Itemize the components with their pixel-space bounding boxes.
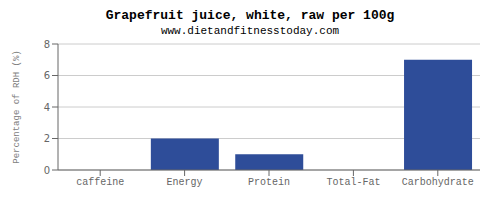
svg-text:Energy: Energy <box>167 177 203 188</box>
svg-text:4: 4 <box>44 102 50 113</box>
svg-text:Percentage of RDH (%): Percentage of RDH (%) <box>12 50 22 163</box>
svg-text:0: 0 <box>44 165 50 176</box>
svg-text:6: 6 <box>44 70 50 81</box>
svg-text:Carbohydrate: Carbohydrate <box>402 177 474 188</box>
html-text:www.dietandfitnesstoday.com: www.dietandfitnesstoday.com <box>160 25 340 37</box>
svg-text:Protein: Protein <box>248 177 290 188</box>
svg-text:caffeine: caffeine <box>76 177 124 188</box>
svg-text:Total-Fat: Total-Fat <box>326 177 380 188</box>
html-text:Grapefruit juice, white, raw p: Grapefruit juice, white, raw per 100g <box>105 8 395 23</box>
svg-text:8: 8 <box>44 39 50 50</box>
svg-text:2: 2 <box>44 133 50 144</box>
